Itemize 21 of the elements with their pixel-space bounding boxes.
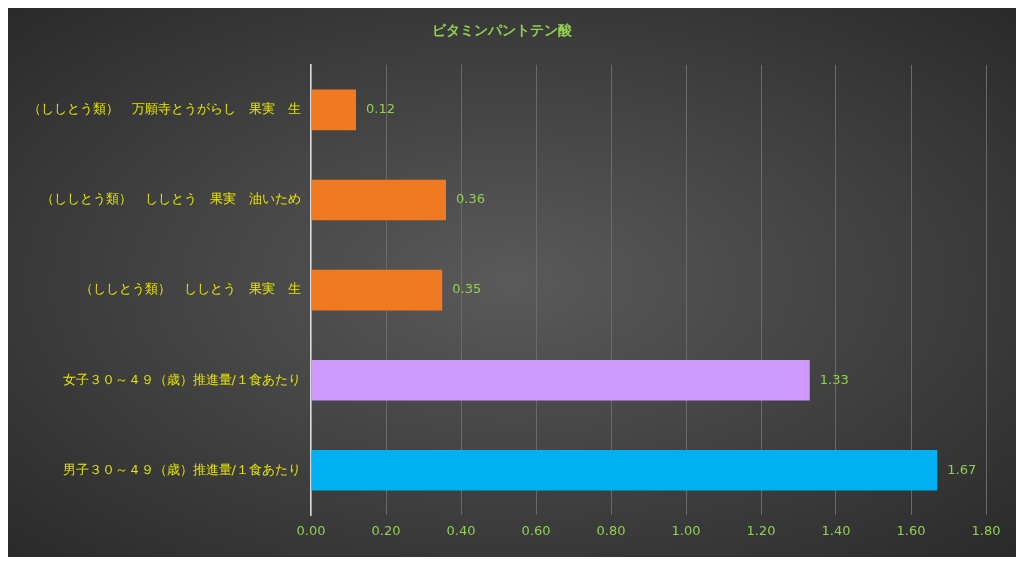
data-label: 0.35 [452, 281, 482, 297]
x-tick-label: 0.60 [521, 522, 551, 538]
data-label: 0.12 [366, 101, 395, 117]
y-tick-label: （ししとう類） 万願寺とうがらし 果実 生 [28, 101, 301, 117]
chart-title: ビタミンパントテン酸 [432, 22, 573, 39]
x-tick-label: 0.40 [446, 522, 476, 538]
y-tick-label: （ししとう類） ししとう 果実 生 [80, 281, 301, 297]
y-tick-label: 女子３０～４９（歳）推進量/１食あたり [62, 371, 301, 387]
x-tick-label: 1.40 [821, 522, 851, 538]
x-tick-label: 1.20 [746, 522, 776, 538]
x-tick-label: 0.20 [371, 522, 401, 538]
y-tick-label: （ししとう類） ししとう 果実 油いため [41, 191, 301, 207]
data-label: 0.36 [456, 191, 485, 207]
x-tick-label: 0.80 [596, 522, 626, 538]
x-tick-label: 1.60 [896, 522, 926, 538]
data-label: 1.33 [819, 371, 849, 387]
x-tick-label: 0.00 [296, 522, 326, 538]
x-tick-label: 1.00 [671, 522, 701, 538]
data-label: 1.67 [947, 461, 977, 477]
x-tick-label: 1.80 [971, 522, 1001, 538]
y-tick-label: 男子３０～４９（歳）推進量/１食あたり [62, 461, 301, 477]
